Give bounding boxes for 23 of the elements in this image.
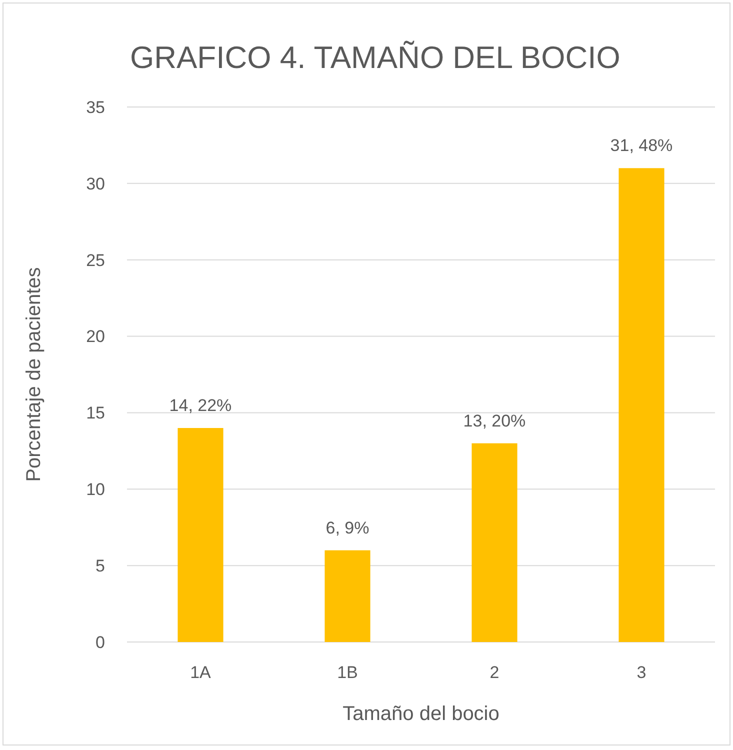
y-tick-label: 0 <box>96 632 105 652</box>
chart-title: GRAFICO 4. TAMAÑO DEL BOCIO <box>130 40 620 75</box>
y-tick-label: 5 <box>96 556 105 576</box>
y-tick-label: 10 <box>86 480 105 500</box>
data-label: 6, 9% <box>326 518 370 538</box>
x-tick-label: 1A <box>190 663 212 682</box>
x-tick-label: 3 <box>636 663 646 682</box>
bar <box>618 168 664 642</box>
bar <box>472 443 518 642</box>
y-tick-label: 25 <box>86 250 105 270</box>
y-axis-title: Porcentaje de pacientes <box>23 267 45 482</box>
x-tick-label: 1B <box>337 663 358 682</box>
bar <box>324 550 370 642</box>
x-tick-label: 2 <box>490 663 500 682</box>
y-tick-label: 35 <box>86 98 105 117</box>
data-label: 14, 22% <box>169 396 232 415</box>
bar <box>178 428 224 642</box>
y-tick-label: 30 <box>86 174 105 194</box>
x-axis-title: Tamaño del bocio <box>342 703 500 725</box>
y-tick-label: 20 <box>86 327 105 346</box>
data-label: 31, 48% <box>610 136 673 156</box>
y-tick-label: 15 <box>86 404 105 423</box>
data-label: 13, 20% <box>463 411 526 430</box>
